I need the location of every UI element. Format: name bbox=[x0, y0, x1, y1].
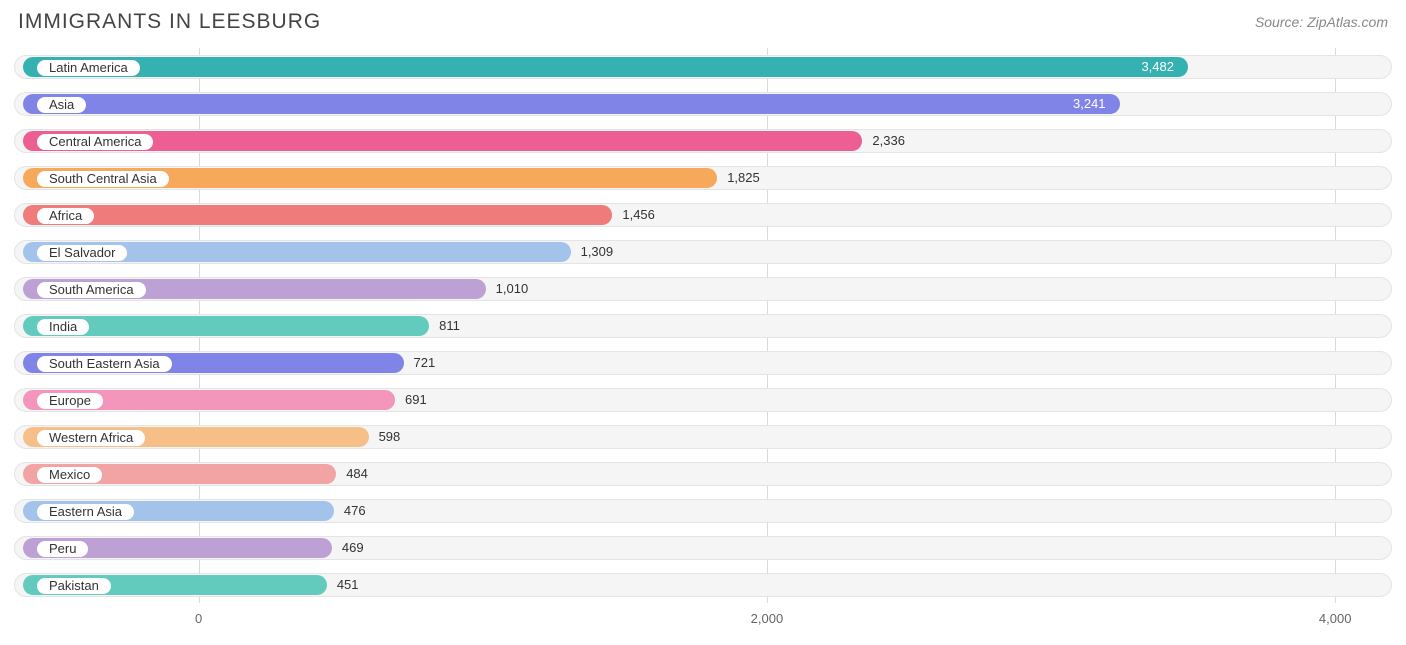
bar-category-label: Asia bbox=[36, 96, 87, 114]
bar-category-label: Eastern Asia bbox=[36, 503, 135, 521]
chart-area: Latin America 3,482 Asia 3,241 Central Ameri… bbox=[14, 48, 1392, 635]
bar-category-label: Mexico bbox=[36, 466, 103, 484]
bar-category-label: Peru bbox=[36, 540, 89, 558]
bar-value-label: 811 bbox=[429, 316, 460, 336]
bar-value-label: 484 bbox=[336, 464, 368, 484]
bar-row: Africa 1,456 bbox=[14, 196, 1392, 233]
bar-value-label: 1,825 bbox=[717, 168, 760, 188]
bar-row: Western Africa 598 bbox=[14, 418, 1392, 455]
bar-category-label: Pakistan bbox=[36, 577, 112, 595]
bar-value-label: 2,336 bbox=[862, 131, 905, 151]
bar-category-label: South Central Asia bbox=[36, 170, 170, 188]
bar-value-label: 1,456 bbox=[612, 205, 655, 225]
bar-row: Peru 469 bbox=[14, 529, 1392, 566]
x-axis-tick: 2,000 bbox=[751, 611, 784, 626]
bar-value-label: 451 bbox=[327, 575, 359, 595]
chart-plot: Latin America 3,482 Asia 3,241 Central Ameri… bbox=[14, 48, 1392, 603]
bar-row: Latin America 3,482 bbox=[14, 48, 1392, 85]
bar-value-label: 1,010 bbox=[486, 279, 529, 299]
bar bbox=[23, 94, 1120, 114]
bar-row: India 811 bbox=[14, 307, 1392, 344]
bar-row: South Eastern Asia 721 bbox=[14, 344, 1392, 381]
bar-value-label: 469 bbox=[332, 538, 364, 558]
chart-title: IMMIGRANTS IN LEESBURG bbox=[18, 10, 321, 34]
bar-category-label: Europe bbox=[36, 392, 104, 410]
bar-category-label: Latin America bbox=[36, 59, 141, 77]
bar-value-label: 1,309 bbox=[571, 242, 614, 262]
bar-value-label: 3,482 bbox=[1141, 57, 1188, 77]
bar-value-label: 721 bbox=[404, 353, 436, 373]
bar-category-label: Western Africa bbox=[36, 429, 146, 447]
x-axis: 0 2,000 4,000 bbox=[14, 611, 1392, 635]
x-axis-tick: 0 bbox=[195, 611, 202, 626]
bar-category-label: El Salvador bbox=[36, 244, 128, 262]
bar-row: Central America 2,336 bbox=[14, 122, 1392, 159]
bar-row: Mexico 484 bbox=[14, 455, 1392, 492]
bar-category-label: South Eastern Asia bbox=[36, 355, 173, 373]
bar bbox=[23, 205, 613, 225]
bar-category-label: Africa bbox=[36, 207, 95, 225]
bar-row: Asia 3,241 bbox=[14, 85, 1392, 122]
bar-row: Eastern Asia 476 bbox=[14, 492, 1392, 529]
bar-row: Europe 691 bbox=[14, 381, 1392, 418]
chart-source: Source: ZipAtlas.com bbox=[1255, 14, 1388, 30]
bar-row: South Central Asia 1,825 bbox=[14, 159, 1392, 196]
bar-value-label: 3,241 bbox=[1073, 94, 1120, 114]
chart-header: IMMIGRANTS IN LEESBURG Source: ZipAtlas.… bbox=[14, 10, 1392, 34]
bar-category-label: Central America bbox=[36, 133, 154, 151]
x-axis-tick: 4,000 bbox=[1319, 611, 1352, 626]
bar-value-label: 598 bbox=[369, 427, 401, 447]
bar-value-label: 476 bbox=[334, 501, 366, 521]
bar-row: Pakistan 451 bbox=[14, 566, 1392, 603]
bar-category-label: India bbox=[36, 318, 90, 336]
bar-category-label: South America bbox=[36, 281, 147, 299]
bar bbox=[23, 57, 1188, 77]
bar-value-label: 691 bbox=[395, 390, 427, 410]
bar-row: El Salvador 1,309 bbox=[14, 233, 1392, 270]
bar-row: South America 1,010 bbox=[14, 270, 1392, 307]
